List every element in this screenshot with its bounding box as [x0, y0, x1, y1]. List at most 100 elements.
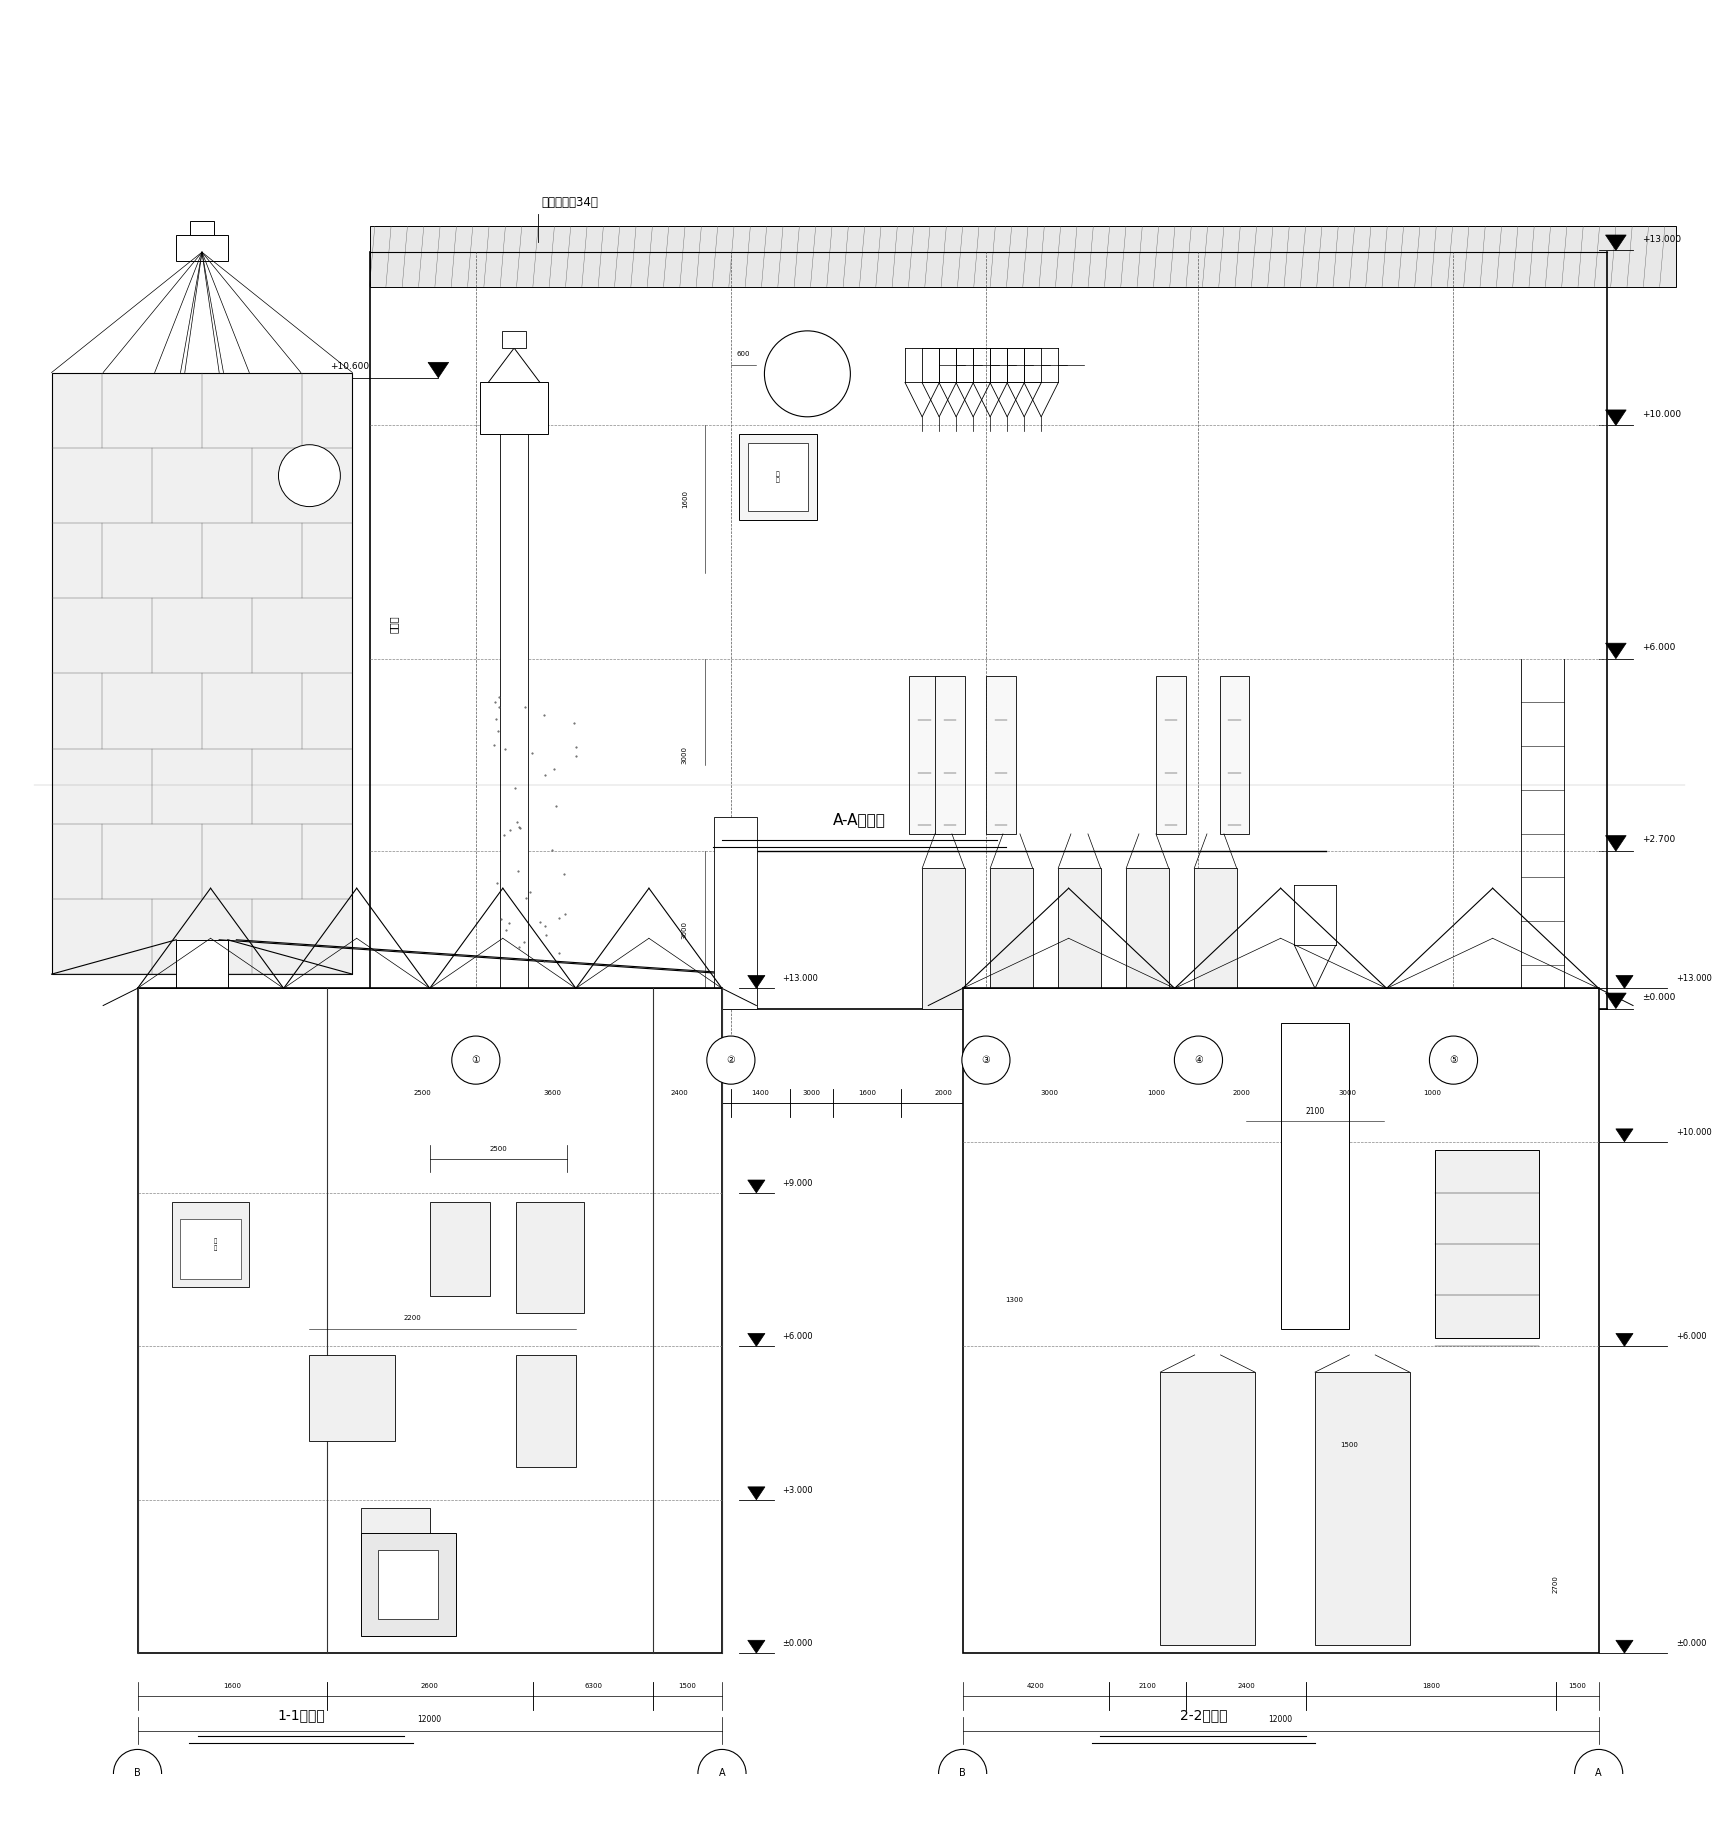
Bar [963, 989, 1599, 1653]
Circle shape [765, 331, 851, 417]
Bar [909, 676, 939, 834]
Bar [430, 1201, 490, 1296]
Bar [180, 1219, 241, 1280]
Text: 振
动: 振 动 [777, 472, 780, 483]
Text: 2100: 2100 [1305, 1108, 1325, 1115]
Polygon shape [1606, 993, 1626, 1009]
Polygon shape [748, 1333, 765, 1347]
Text: 12000: 12000 [418, 1715, 442, 1724]
Text: 2500: 2500 [414, 1089, 431, 1097]
Bar [748, 442, 808, 512]
Text: +10.000: +10.000 [1642, 409, 1681, 419]
Bar [713, 817, 756, 1009]
Text: +6.000: +6.000 [782, 1333, 813, 1342]
Bar [52, 373, 352, 974]
Polygon shape [748, 976, 765, 989]
Text: ±0.000: ±0.000 [1642, 993, 1674, 1002]
Text: B: B [959, 1768, 966, 1779]
Text: 1600: 1600 [223, 1684, 241, 1689]
Bar [480, 382, 548, 433]
Polygon shape [748, 1181, 765, 1194]
Text: +10.600: +10.600 [330, 362, 370, 371]
Bar [1160, 1373, 1255, 1645]
Bar [990, 868, 1033, 1009]
Text: 600: 600 [737, 351, 751, 356]
Bar [361, 1508, 430, 1578]
Text: A: A [719, 1768, 725, 1779]
Polygon shape [748, 1640, 765, 1653]
Text: 1500: 1500 [679, 1684, 696, 1689]
Circle shape [698, 1749, 746, 1797]
Text: +2.700: +2.700 [1642, 835, 1674, 845]
Text: 1500: 1500 [1341, 1442, 1358, 1448]
Text: ⑤: ⑤ [1449, 1055, 1458, 1066]
Text: 3000: 3000 [1040, 1089, 1059, 1097]
Text: 厂房总宽度34米: 厂房总宽度34米 [541, 196, 598, 208]
Bar [160, 1009, 246, 1026]
Text: 1000: 1000 [1147, 1089, 1165, 1097]
Text: 2500: 2500 [490, 1146, 507, 1152]
Text: 1600: 1600 [858, 1089, 877, 1097]
Bar [502, 331, 526, 347]
Bar [309, 1355, 395, 1440]
Bar [1195, 868, 1236, 1009]
Bar [1281, 1022, 1349, 1329]
Text: 12000: 12000 [1269, 1715, 1293, 1724]
Text: 1400: 1400 [751, 1089, 770, 1097]
Bar [189, 221, 213, 236]
Bar [1220, 676, 1250, 834]
Text: 2700: 2700 [1552, 1576, 1559, 1594]
Polygon shape [1606, 236, 1626, 250]
Text: 2000: 2000 [1233, 1089, 1250, 1097]
Text: +13.000: +13.000 [1642, 234, 1681, 243]
Text: ②: ② [727, 1055, 736, 1066]
Text: 6300: 6300 [584, 1684, 602, 1689]
Bar [1155, 676, 1186, 834]
Bar [516, 1201, 584, 1313]
Text: 2600: 2600 [421, 1684, 438, 1689]
Text: 4200: 4200 [1026, 1684, 1045, 1689]
Text: +6.000: +6.000 [1676, 1333, 1707, 1342]
Polygon shape [1606, 409, 1626, 426]
Polygon shape [428, 362, 449, 378]
Text: 2200: 2200 [404, 1314, 421, 1320]
Text: 润麦仓: 润麦仓 [388, 616, 399, 632]
Bar [1126, 868, 1169, 1009]
Text: +6.000: +6.000 [1642, 643, 1674, 653]
Text: ④: ④ [1195, 1055, 1203, 1066]
Text: ①: ① [471, 1055, 480, 1066]
Bar [177, 236, 227, 261]
Bar [1435, 1150, 1539, 1338]
Text: 1-1剖面图: 1-1剖面图 [277, 1707, 325, 1722]
Text: ±0.000: ±0.000 [782, 1640, 813, 1649]
Polygon shape [1616, 1333, 1633, 1347]
Text: 3000: 3000 [1337, 1089, 1356, 1097]
Bar [739, 433, 817, 519]
Bar [1315, 1373, 1410, 1645]
Text: 2100: 2100 [1138, 1684, 1157, 1689]
Text: 1600: 1600 [682, 490, 688, 508]
Text: 3600: 3600 [543, 1089, 562, 1097]
Bar [378, 1550, 438, 1620]
Bar [177, 940, 227, 1009]
Polygon shape [1616, 1640, 1633, 1653]
Text: 2-2剖面图: 2-2剖面图 [1179, 1707, 1227, 1722]
Bar [292, 462, 330, 490]
Text: ±0.000: ±0.000 [1676, 1640, 1707, 1649]
Circle shape [1174, 1036, 1222, 1084]
Bar [500, 426, 528, 1009]
Bar [935, 676, 964, 834]
Polygon shape [1606, 643, 1626, 658]
Bar [172, 1201, 249, 1287]
Circle shape [1430, 1036, 1478, 1084]
Circle shape [939, 1749, 987, 1797]
Polygon shape [1616, 1130, 1633, 1142]
Text: 2000: 2000 [935, 1089, 952, 1097]
Text: 1000: 1000 [1423, 1089, 1441, 1097]
Text: 1800: 1800 [1422, 1684, 1441, 1689]
Text: +9.000: +9.000 [782, 1179, 813, 1188]
Text: A-A剖面图: A-A剖面图 [834, 812, 885, 826]
Text: 3000: 3000 [803, 1089, 820, 1097]
Text: 3000: 3000 [682, 921, 688, 940]
Circle shape [1575, 1749, 1623, 1797]
